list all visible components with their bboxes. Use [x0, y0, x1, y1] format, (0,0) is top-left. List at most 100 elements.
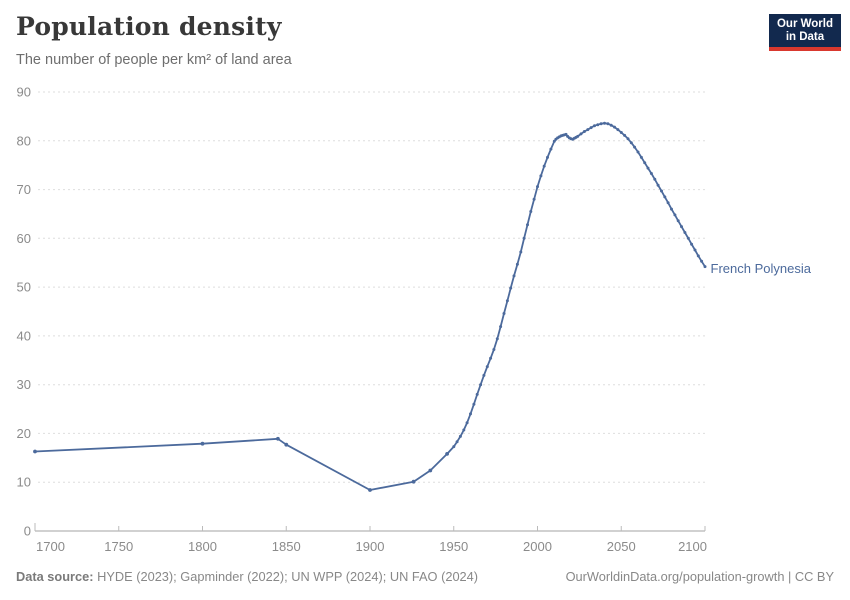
- data-point: [616, 128, 620, 132]
- data-point: [633, 145, 637, 149]
- data-point: [670, 207, 673, 211]
- series-end-label[interactable]: French Polynesia: [711, 261, 812, 276]
- data-point: [462, 428, 466, 432]
- data-point: [552, 139, 556, 143]
- chart-footer: Data source: HYDE (2023); Gapminder (202…: [16, 569, 834, 584]
- data-point: [526, 223, 529, 227]
- data-point: [593, 124, 596, 128]
- series-line-french-polynesia[interactable]: [34, 122, 706, 491]
- y-axis-label: 60: [17, 231, 31, 246]
- data-point: [649, 172, 653, 175]
- data-point: [546, 155, 549, 159]
- data-point: [690, 242, 694, 246]
- y-axis-label: 20: [17, 426, 31, 441]
- data-point: [582, 130, 586, 133]
- data-point: [564, 132, 568, 136]
- data-point: [680, 225, 683, 229]
- chart-title: Population density: [16, 12, 282, 41]
- data-point: [276, 436, 280, 441]
- data-point: [660, 189, 663, 193]
- owid-logo-line1: Our World: [776, 18, 833, 30]
- data-point: [603, 121, 606, 125]
- x-axis-label: 1900: [356, 539, 385, 554]
- data-point: [515, 262, 519, 266]
- data-point: [495, 337, 499, 341]
- data-point: [703, 265, 707, 269]
- data-point: [589, 126, 593, 130]
- x-axis-label: 2100: [678, 539, 707, 554]
- data-point: [479, 383, 483, 387]
- y-axis-label: 40: [17, 328, 31, 343]
- data-point: [576, 134, 580, 138]
- data-point: [586, 128, 590, 132]
- data-point: [666, 201, 670, 205]
- data-point: [465, 421, 469, 425]
- y-axis-label: 0: [24, 524, 31, 539]
- data-point: [522, 236, 526, 240]
- data-point: [596, 123, 600, 127]
- data-point: [512, 274, 516, 278]
- data-point: [623, 133, 627, 137]
- data-point: [599, 122, 603, 126]
- x-axis-label: 1750: [104, 539, 133, 554]
- x-axis-label: 1850: [272, 539, 301, 554]
- x-axis-label: 2000: [523, 539, 552, 554]
- data-point: [485, 365, 489, 369]
- data-point: [696, 254, 700, 258]
- data-source-label: Data source:: [16, 569, 94, 584]
- data-point: [492, 348, 496, 351]
- owid-url-link[interactable]: OurWorldinData.org/population-growth | C…: [565, 569, 834, 584]
- data-source-text: HYDE (2023); Gapminder (2022); UN WPP (2…: [93, 569, 479, 584]
- data-point: [458, 434, 462, 438]
- y-axis-label: 80: [17, 133, 31, 148]
- y-axis-label: 70: [17, 182, 31, 197]
- data-point: [636, 150, 640, 154]
- owid-logo-line2: in Data: [785, 31, 825, 43]
- y-axis-label: 90: [17, 85, 31, 100]
- data-point: [700, 259, 704, 263]
- data-point: [505, 299, 509, 303]
- data-point: [469, 412, 472, 416]
- data-point: [613, 125, 616, 129]
- data-point: [536, 185, 539, 189]
- data-point: [539, 174, 543, 178]
- data-point: [200, 441, 205, 446]
- x-axis-label: 1950: [439, 539, 468, 554]
- x-axis-label: 1700: [36, 539, 65, 554]
- data-point: [411, 479, 416, 484]
- y-axis-label: 30: [17, 377, 31, 392]
- x-axis-label: 1800: [188, 539, 217, 554]
- x-axis-label: 2050: [607, 539, 636, 554]
- y-axis-label: 10: [17, 475, 31, 490]
- data-point: [33, 449, 37, 454]
- data-point: [482, 373, 486, 377]
- data-point: [445, 452, 449, 456]
- data-point: [509, 286, 513, 290]
- data-point: [653, 177, 657, 181]
- data-point: [428, 468, 433, 473]
- data-point: [542, 164, 546, 168]
- y-axis-label: 50: [17, 280, 31, 295]
- chart-subtitle: The number of people per km² of land are…: [16, 52, 292, 68]
- data-point: [663, 195, 667, 199]
- data-point: [646, 166, 650, 170]
- data-point: [519, 250, 523, 254]
- data-point: [452, 445, 456, 449]
- data-point: [686, 236, 690, 240]
- owid-logo[interactable]: Our World in Data: [768, 14, 841, 51]
- data-source-note: Data source: HYDE (2023); Gapminder (202…: [16, 569, 478, 584]
- data-point: [532, 197, 536, 201]
- data-point: [676, 219, 680, 223]
- data-point: [673, 213, 677, 217]
- data-point: [606, 122, 610, 126]
- data-point: [656, 183, 660, 187]
- data-point: [609, 123, 613, 127]
- data-point: [619, 131, 623, 134]
- data-point: [455, 440, 459, 444]
- data-point: [368, 488, 372, 492]
- data-point: [629, 141, 633, 145]
- data-point: [489, 356, 493, 360]
- data-point: [626, 137, 630, 141]
- data-point: [499, 325, 503, 329]
